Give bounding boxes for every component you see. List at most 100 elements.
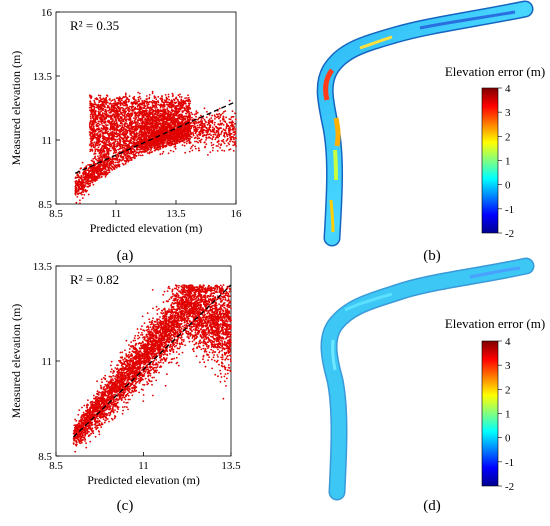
scatter-point bbox=[128, 105, 131, 108]
scatter-point bbox=[119, 138, 122, 141]
scatter-point bbox=[230, 121, 233, 124]
scatter-point bbox=[171, 141, 174, 144]
scatter-point bbox=[185, 109, 188, 112]
scatter-point bbox=[160, 119, 163, 122]
scatter-point bbox=[161, 125, 164, 127]
scatter-point bbox=[120, 98, 123, 100]
scatter-point bbox=[152, 135, 154, 138]
scatter-point bbox=[128, 142, 131, 145]
scatter-point bbox=[87, 172, 90, 175]
scatter-point bbox=[89, 125, 91, 128]
scatter-point bbox=[87, 164, 89, 166]
scatter-point bbox=[216, 113, 218, 116]
scatter-point bbox=[142, 111, 144, 113]
scatter-point bbox=[199, 129, 202, 132]
scatter-point bbox=[130, 159, 133, 162]
scatter-point bbox=[226, 138, 229, 141]
scatter-point bbox=[102, 161, 105, 163]
scatter-point bbox=[147, 147, 149, 150]
scatter-point bbox=[82, 174, 85, 176]
scatter-point bbox=[149, 143, 152, 146]
scatter-point bbox=[213, 121, 216, 124]
scatter-point bbox=[125, 140, 128, 143]
scatter-point bbox=[81, 197, 84, 200]
scatter-point bbox=[146, 107, 149, 109]
scatter-point bbox=[132, 117, 135, 119]
scatter-point bbox=[146, 152, 149, 154]
scatter-point bbox=[214, 133, 217, 136]
scatter-point bbox=[143, 136, 146, 139]
scatter-point bbox=[164, 123, 167, 125]
scatter-point bbox=[161, 110, 164, 113]
scatter-point bbox=[92, 125, 95, 128]
scatter-point bbox=[152, 127, 155, 130]
scatter-point bbox=[111, 136, 114, 139]
scatter-point bbox=[213, 124, 216, 126]
scatter-point bbox=[170, 111, 172, 114]
scatter-point bbox=[100, 129, 103, 132]
scatter-point bbox=[102, 109, 104, 112]
scatter-point bbox=[214, 138, 217, 141]
scatter-point bbox=[116, 140, 119, 143]
scatter-point bbox=[113, 144, 116, 147]
scatter-point bbox=[137, 141, 140, 144]
scatter-point bbox=[103, 157, 105, 159]
scatter-point bbox=[154, 113, 157, 116]
scatter-point bbox=[222, 124, 225, 126]
scatter-point bbox=[103, 122, 106, 124]
scatter-point bbox=[141, 102, 144, 104]
scatter-point bbox=[208, 122, 210, 125]
scatter-point bbox=[165, 130, 168, 132]
scatter-point bbox=[163, 99, 166, 102]
scatter-point bbox=[207, 136, 210, 139]
scatter-point bbox=[145, 100, 148, 103]
scatter-point bbox=[169, 149, 172, 152]
scatter-point bbox=[104, 132, 107, 135]
scatter-point bbox=[223, 120, 226, 122]
scatter-point bbox=[103, 135, 105, 138]
scatter-point bbox=[120, 112, 123, 114]
scatter-point bbox=[160, 127, 162, 129]
scatter-point bbox=[103, 118, 106, 121]
scatter-point bbox=[211, 137, 214, 140]
scatter-point bbox=[205, 143, 208, 146]
scatter-point bbox=[89, 120, 92, 122]
scatter-point bbox=[100, 147, 103, 150]
scatter-point bbox=[107, 166, 109, 169]
scatter-point bbox=[139, 130, 142, 132]
scatter-point bbox=[110, 158, 113, 161]
scatter-point bbox=[208, 113, 211, 116]
scatter-point bbox=[142, 122, 145, 125]
scatter-point bbox=[188, 115, 190, 117]
scatter-point bbox=[222, 128, 225, 131]
scatter-point bbox=[118, 135, 121, 138]
scatter-point bbox=[228, 149, 231, 151]
scatter-point bbox=[138, 144, 141, 147]
scatter-point bbox=[101, 124, 104, 127]
scatter-point bbox=[137, 154, 140, 157]
scatter-point bbox=[144, 130, 147, 133]
scatter-point bbox=[91, 132, 93, 135]
scatter-point bbox=[228, 131, 230, 134]
scatter-point bbox=[106, 169, 108, 172]
scatter-point bbox=[90, 159, 93, 162]
scatter-point bbox=[112, 108, 114, 110]
scatter-point bbox=[128, 100, 130, 103]
scatter-point bbox=[205, 127, 208, 129]
scatter-point bbox=[123, 153, 125, 155]
scatter-point bbox=[125, 116, 128, 118]
scatter-point bbox=[199, 123, 202, 126]
scatter-point bbox=[134, 101, 137, 104]
scatter-point bbox=[110, 145, 113, 147]
scatter-point bbox=[125, 107, 128, 109]
scatter-point bbox=[89, 109, 92, 112]
scatter-point bbox=[139, 138, 142, 141]
scatter-point bbox=[107, 114, 110, 117]
scatter-point bbox=[102, 153, 105, 156]
scatter-point bbox=[77, 174, 80, 177]
scatter-point bbox=[114, 133, 117, 135]
scatter-point bbox=[143, 99, 146, 102]
scatter-point bbox=[127, 157, 130, 159]
scatter-point bbox=[75, 201, 78, 204]
scatter-point bbox=[74, 180, 77, 183]
